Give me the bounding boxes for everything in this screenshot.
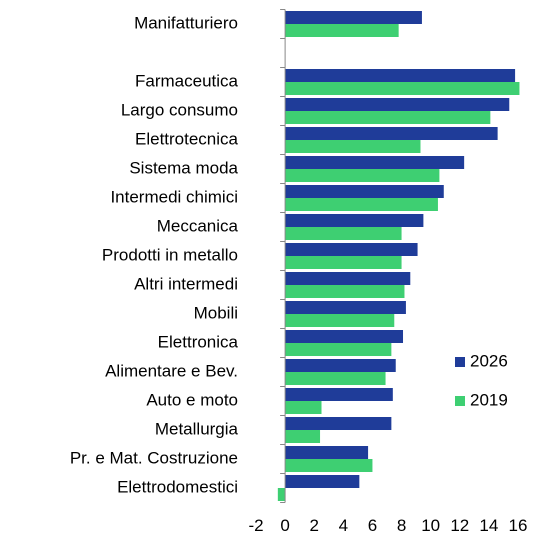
x-tick-label: 8: [397, 516, 406, 535]
x-tick-label: 14: [479, 516, 498, 535]
bar: [285, 156, 465, 169]
y-tick-label: Metallurgia: [155, 419, 239, 438]
bar: [285, 330, 404, 343]
y-tick-label: Sistema moda: [129, 158, 238, 177]
x-tick-label: -2: [248, 516, 263, 535]
bar: [285, 24, 399, 37]
bar: [285, 111, 491, 124]
bar: [285, 256, 402, 269]
legend-label: 2026: [470, 351, 508, 370]
bar: [285, 301, 406, 314]
legend-swatch: [455, 357, 465, 367]
bar: [285, 243, 418, 256]
y-tick-label: Mobili: [194, 303, 238, 322]
bar: [285, 127, 498, 140]
x-tick-label: 4: [339, 516, 348, 535]
bar: [285, 459, 373, 472]
bar: [285, 11, 422, 24]
x-tick-label: 12: [450, 516, 469, 535]
x-tick-label: 16: [509, 516, 528, 535]
legend-label: 2019: [470, 390, 508, 409]
x-tick-label: 2: [309, 516, 318, 535]
bar: [277, 488, 286, 501]
bar: [285, 430, 321, 443]
legend-swatch: [455, 396, 465, 406]
y-tick-label: Meccanica: [157, 216, 239, 235]
bar: [285, 198, 438, 211]
bar: [285, 82, 520, 95]
bar: [285, 140, 421, 153]
y-tick-label: Elettronica: [158, 332, 239, 351]
bar: [285, 69, 516, 82]
y-tick-label: Auto e moto: [146, 390, 238, 409]
y-tick-label: Alimentare e Bev.: [105, 361, 238, 380]
bar: [285, 214, 424, 227]
y-tick-label: Elettrotecnica: [135, 129, 239, 148]
y-tick-label: Intermedi chimici: [110, 187, 238, 206]
bar: [285, 227, 402, 240]
bar: [285, 372, 386, 385]
bar: [285, 285, 405, 298]
bar: [285, 98, 510, 111]
y-tick-label: Altri intermedi: [134, 274, 238, 293]
x-tick-label: 0: [280, 516, 289, 535]
y-tick-label: Elettrodomestici: [117, 477, 238, 496]
y-tick-label: Pr. e Mat. Costruzione: [70, 448, 238, 467]
bar: [285, 185, 444, 198]
bar: [285, 359, 396, 372]
bar: [285, 475, 360, 488]
bar: [285, 343, 392, 356]
bar: [285, 169, 440, 182]
y-tick-label: Largo consumo: [121, 100, 238, 119]
bar: [285, 446, 369, 459]
bar: [285, 314, 395, 327]
x-tick-label: 10: [421, 516, 440, 535]
bar: [285, 417, 392, 430]
x-tick-label: 6: [368, 516, 377, 535]
y-tick-label: Manifatturiero: [134, 13, 238, 32]
bar: [285, 388, 393, 401]
bar: [285, 401, 322, 414]
y-tick-label: Prodotti in metallo: [102, 245, 238, 264]
bar: [285, 272, 411, 285]
y-tick-label: Farmaceutica: [135, 71, 239, 90]
